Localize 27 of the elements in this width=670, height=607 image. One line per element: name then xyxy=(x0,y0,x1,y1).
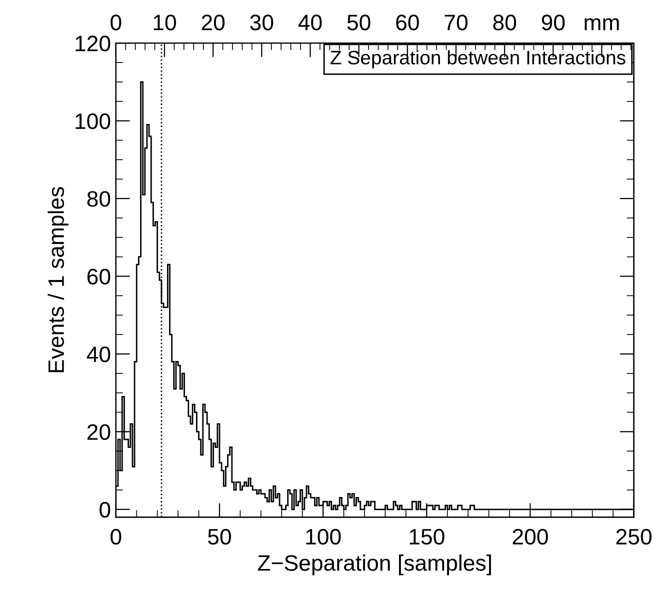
x2-tick-label: 30 xyxy=(250,14,274,30)
x2-tick-label: mm xyxy=(584,18,619,30)
y-tick-label: 0 xyxy=(100,502,110,518)
x2-tick-label: 20 xyxy=(202,14,225,30)
y-tick-label: 40 xyxy=(86,346,110,362)
x2-tick-label: 0 xyxy=(110,14,122,30)
x-tick-label: 50 xyxy=(208,528,231,545)
x-tick-label: 100 xyxy=(306,528,341,545)
x2-tick-label: 60 xyxy=(396,14,419,30)
x-tick-label: 0 xyxy=(110,528,122,545)
x2-tick-label: 50 xyxy=(347,14,370,30)
x2-tick-label: 80 xyxy=(493,14,516,30)
x-tick-label: 250 xyxy=(616,528,652,545)
x-axis-title: Z−Separation [samples] xyxy=(258,554,491,576)
y-tick-label: 20 xyxy=(87,424,110,440)
x2-tick-label: 40 xyxy=(298,14,322,30)
y-tick-label: 100 xyxy=(76,113,110,130)
x-tick-label: 200 xyxy=(512,528,548,545)
y-tick-label: 120 xyxy=(76,36,110,52)
y-axis-title: Events / 1 samples xyxy=(48,187,68,372)
x-tick-label: 150 xyxy=(410,528,444,545)
y-tick-label: 60 xyxy=(87,268,110,285)
x2-tick-label: 10 xyxy=(154,14,176,30)
x2-tick-label: 70 xyxy=(444,14,468,30)
y-tick-label: 80 xyxy=(87,191,110,207)
annotation: Z Separation between Interactions xyxy=(330,50,626,68)
x2-tick-label: 90 xyxy=(542,14,565,30)
